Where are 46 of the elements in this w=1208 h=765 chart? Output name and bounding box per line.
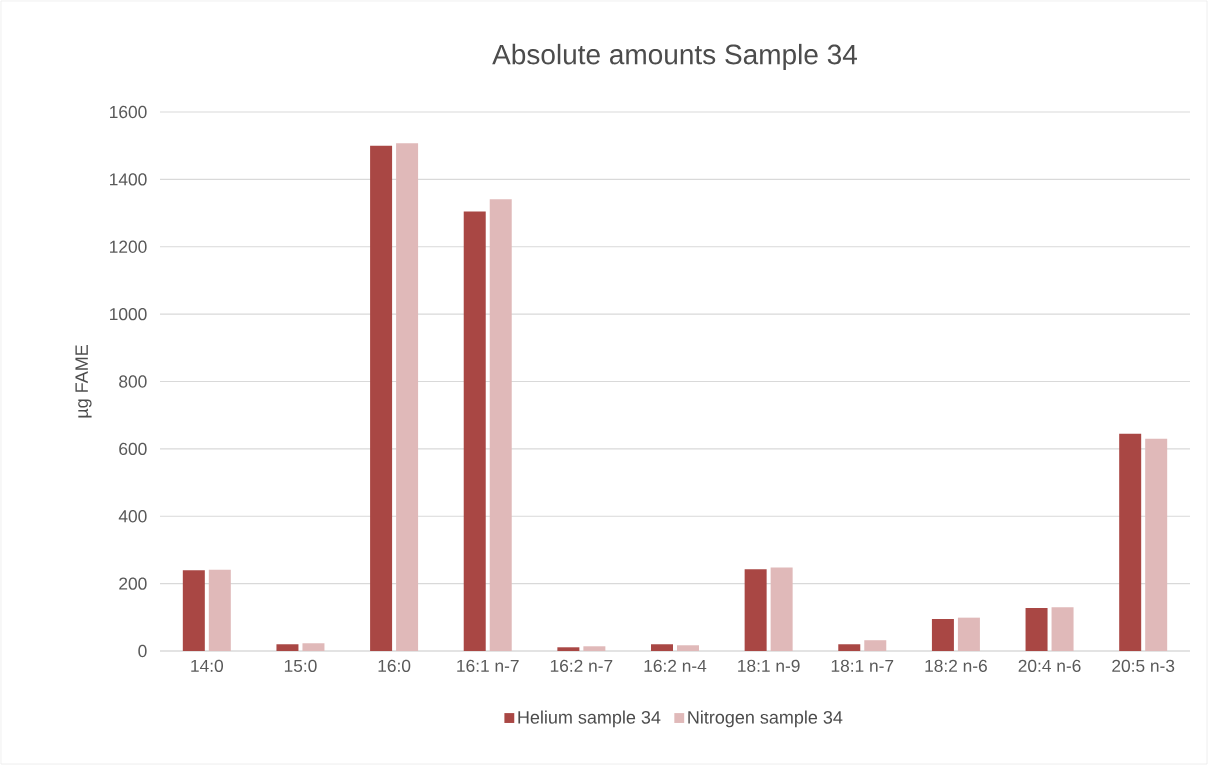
x-tick-label: 18:2 n-6 — [925, 659, 987, 672]
bar — [489, 199, 512, 651]
bar — [677, 645, 699, 651]
x-tick-label: 18:1 n-9 — [738, 659, 800, 672]
bar — [931, 619, 954, 651]
bar — [1025, 607, 1048, 651]
bar — [1145, 438, 1168, 651]
bar — [463, 211, 486, 651]
legend-label: Helium sample 34 — [518, 710, 661, 728]
y-tick-label: 600 — [119, 442, 147, 456]
chart-title: Absolute amounts Sample 34 — [492, 43, 857, 70]
y-tick-label: 400 — [118, 510, 147, 523]
y-tick-label: 200 — [119, 577, 147, 590]
bar — [770, 567, 793, 651]
bar — [838, 644, 861, 651]
bar — [583, 646, 606, 651]
y-tick-label: 1200 — [110, 240, 147, 253]
legend-label: Nitrogen sample 34 — [688, 710, 843, 728]
bar — [276, 644, 299, 651]
x-tick-label: 16:2 n-7 — [550, 659, 613, 672]
y-axis-title: µg FAME — [75, 345, 92, 418]
x-tick-label: 16:1 n-7 — [457, 659, 519, 672]
y-tick-label: 1600 — [110, 105, 147, 119]
bar — [182, 570, 205, 651]
x-tick-label: 16:2 n-4 — [644, 659, 707, 672]
bar — [396, 143, 419, 651]
y-tick-label: 800 — [119, 375, 147, 388]
y-tick-label: 1000 — [110, 307, 147, 321]
x-tick-label: 20:4 n-6 — [1018, 659, 1081, 672]
x-tick-label: 15:0 — [284, 659, 317, 672]
x-tick-label: 14:0 — [191, 659, 224, 672]
x-tick-label: 20:5 n-3 — [1112, 659, 1175, 672]
bar — [208, 569, 231, 651]
bar — [1119, 433, 1142, 651]
bar — [557, 647, 580, 651]
bar — [864, 640, 887, 651]
bar — [370, 145, 393, 651]
bar — [957, 617, 980, 651]
bar — [1051, 607, 1074, 651]
y-tick-label: 1400 — [110, 173, 147, 186]
bar — [744, 569, 767, 651]
bar — [651, 644, 674, 651]
x-tick-label: 18:1 n-7 — [831, 659, 894, 672]
x-tick-label: 16:0 — [378, 659, 411, 672]
y-tick-label: 0 — [138, 644, 147, 658]
bar — [302, 643, 325, 651]
